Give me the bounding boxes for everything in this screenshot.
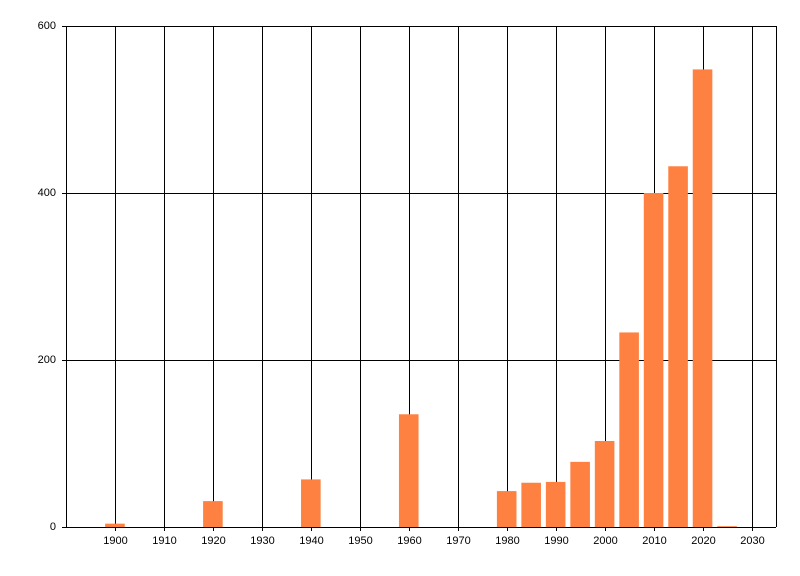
bar <box>521 482 541 527</box>
x-tick-label: 2000 <box>593 535 617 547</box>
bar <box>496 491 517 527</box>
x-tick-label: 1950 <box>348 535 372 547</box>
x-tick-label: 1900 <box>103 535 127 547</box>
bar <box>301 479 321 527</box>
y-tick-label: 400 <box>38 187 56 199</box>
bar <box>105 523 125 527</box>
x-tick-label: 1970 <box>446 535 470 547</box>
bar <box>545 481 566 527</box>
bar <box>717 526 737 527</box>
bar <box>570 461 590 527</box>
y-tick-label: 200 <box>38 354 56 366</box>
x-tick-label: 1990 <box>544 535 568 547</box>
bar <box>643 193 664 527</box>
bar <box>203 501 223 527</box>
x-tick-label: 1980 <box>495 535 519 547</box>
x-tick-label: 2010 <box>642 535 666 547</box>
y-tick-label: 0 <box>50 521 56 533</box>
bar <box>619 332 639 527</box>
x-tick-label: 2030 <box>740 535 764 547</box>
x-tick-label: 1960 <box>397 535 421 547</box>
x-tick-label: 1920 <box>201 535 225 547</box>
x-tick-label: 1930 <box>250 535 274 547</box>
y-tick-label: 600 <box>38 20 56 32</box>
x-tick-label: 1940 <box>299 535 323 547</box>
x-tick-label: 2020 <box>691 535 715 547</box>
bar <box>668 166 688 527</box>
bar <box>398 414 419 527</box>
x-tick-label: 1910 <box>152 535 176 547</box>
bar <box>692 69 713 528</box>
bar <box>594 440 615 527</box>
